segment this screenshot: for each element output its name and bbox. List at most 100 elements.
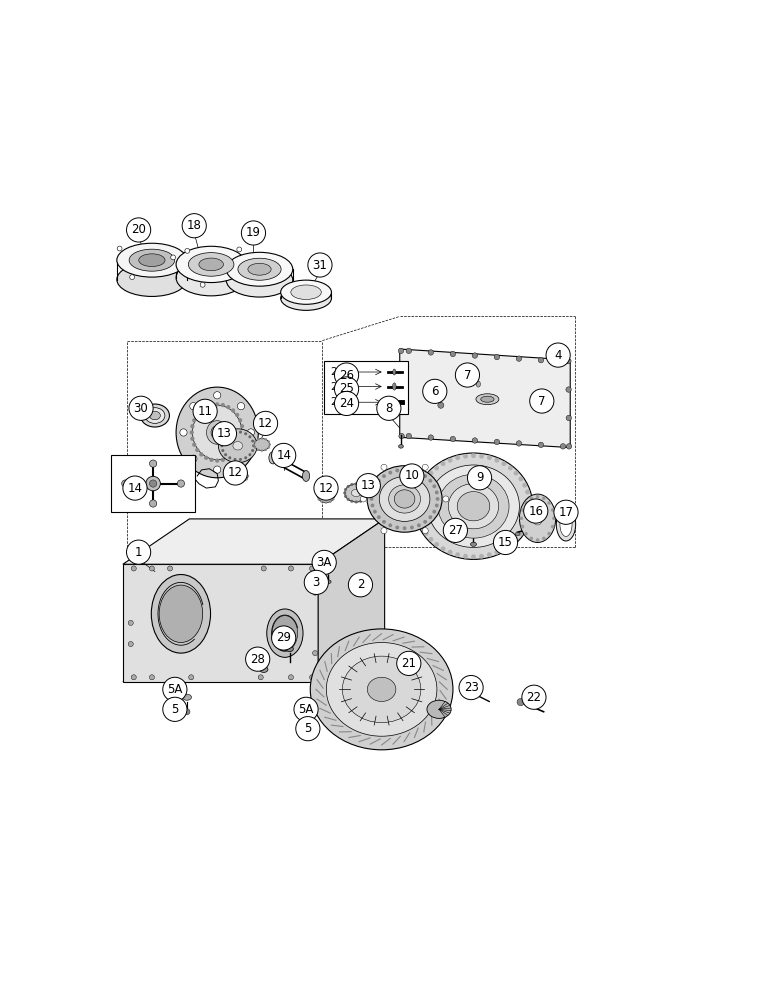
- Ellipse shape: [448, 484, 498, 529]
- Circle shape: [415, 504, 420, 509]
- Circle shape: [246, 472, 248, 474]
- Circle shape: [221, 403, 225, 407]
- Circle shape: [417, 490, 422, 494]
- Circle shape: [382, 520, 386, 524]
- Circle shape: [261, 437, 263, 440]
- Polygon shape: [123, 564, 318, 682]
- Circle shape: [416, 511, 420, 516]
- Circle shape: [248, 435, 251, 438]
- Circle shape: [257, 438, 259, 441]
- Circle shape: [554, 500, 578, 524]
- Ellipse shape: [317, 489, 335, 503]
- Circle shape: [313, 590, 317, 595]
- Circle shape: [420, 483, 425, 488]
- Circle shape: [335, 363, 359, 387]
- Text: 24: 24: [339, 397, 354, 410]
- Circle shape: [395, 526, 399, 529]
- Circle shape: [329, 489, 331, 491]
- Ellipse shape: [117, 243, 187, 277]
- Ellipse shape: [367, 677, 396, 701]
- Text: 13: 13: [361, 479, 376, 492]
- Text: 11: 11: [197, 405, 213, 418]
- Ellipse shape: [286, 646, 293, 652]
- Circle shape: [479, 454, 484, 459]
- Text: 30: 30: [133, 402, 148, 415]
- Circle shape: [527, 504, 532, 509]
- Ellipse shape: [543, 399, 547, 405]
- Circle shape: [402, 526, 406, 530]
- Circle shape: [519, 531, 523, 536]
- Polygon shape: [123, 636, 385, 682]
- Ellipse shape: [269, 452, 277, 464]
- Circle shape: [246, 647, 270, 671]
- Ellipse shape: [516, 532, 520, 536]
- Circle shape: [199, 452, 204, 457]
- Circle shape: [521, 508, 524, 512]
- Circle shape: [566, 358, 571, 364]
- Circle shape: [424, 531, 428, 536]
- Circle shape: [370, 491, 374, 494]
- Circle shape: [289, 675, 293, 680]
- Circle shape: [149, 566, 154, 571]
- Circle shape: [195, 413, 200, 417]
- Text: 9: 9: [476, 471, 484, 484]
- Circle shape: [388, 523, 392, 527]
- Circle shape: [494, 530, 518, 555]
- Circle shape: [428, 350, 434, 355]
- Circle shape: [399, 433, 404, 439]
- Circle shape: [428, 479, 432, 483]
- Ellipse shape: [226, 252, 292, 286]
- Ellipse shape: [176, 387, 258, 478]
- Ellipse shape: [324, 568, 332, 573]
- Circle shape: [150, 480, 157, 487]
- Circle shape: [243, 480, 245, 482]
- Circle shape: [360, 496, 367, 502]
- Circle shape: [237, 455, 245, 462]
- Circle shape: [235, 472, 237, 474]
- Ellipse shape: [414, 453, 533, 559]
- Circle shape: [467, 466, 491, 490]
- Ellipse shape: [281, 280, 332, 304]
- Circle shape: [536, 495, 540, 498]
- Circle shape: [190, 437, 194, 441]
- Circle shape: [441, 461, 445, 466]
- Circle shape: [359, 483, 362, 486]
- Circle shape: [420, 525, 425, 530]
- Ellipse shape: [188, 253, 234, 276]
- Ellipse shape: [145, 408, 165, 423]
- Circle shape: [304, 570, 328, 594]
- Circle shape: [542, 537, 546, 540]
- Circle shape: [168, 566, 172, 571]
- Ellipse shape: [399, 445, 403, 448]
- Circle shape: [193, 399, 217, 423]
- Circle shape: [363, 485, 366, 488]
- Circle shape: [238, 418, 243, 422]
- Ellipse shape: [427, 465, 519, 547]
- Ellipse shape: [560, 512, 572, 536]
- Text: 6: 6: [431, 385, 438, 398]
- Circle shape: [128, 620, 133, 625]
- Circle shape: [215, 458, 219, 463]
- Circle shape: [199, 408, 204, 413]
- Circle shape: [240, 437, 244, 441]
- Circle shape: [395, 468, 399, 472]
- Circle shape: [402, 468, 406, 472]
- Circle shape: [434, 491, 438, 494]
- Circle shape: [551, 525, 555, 528]
- Circle shape: [149, 675, 154, 680]
- Circle shape: [456, 363, 480, 387]
- Circle shape: [450, 351, 456, 357]
- Circle shape: [463, 554, 468, 559]
- Circle shape: [312, 550, 336, 575]
- Ellipse shape: [291, 285, 321, 299]
- Circle shape: [204, 456, 208, 460]
- Ellipse shape: [393, 369, 395, 375]
- Circle shape: [370, 504, 374, 507]
- Circle shape: [471, 453, 476, 458]
- Circle shape: [122, 480, 129, 487]
- Circle shape: [264, 438, 267, 441]
- Circle shape: [303, 727, 309, 733]
- Circle shape: [566, 415, 572, 421]
- Circle shape: [350, 483, 353, 486]
- Circle shape: [472, 438, 477, 443]
